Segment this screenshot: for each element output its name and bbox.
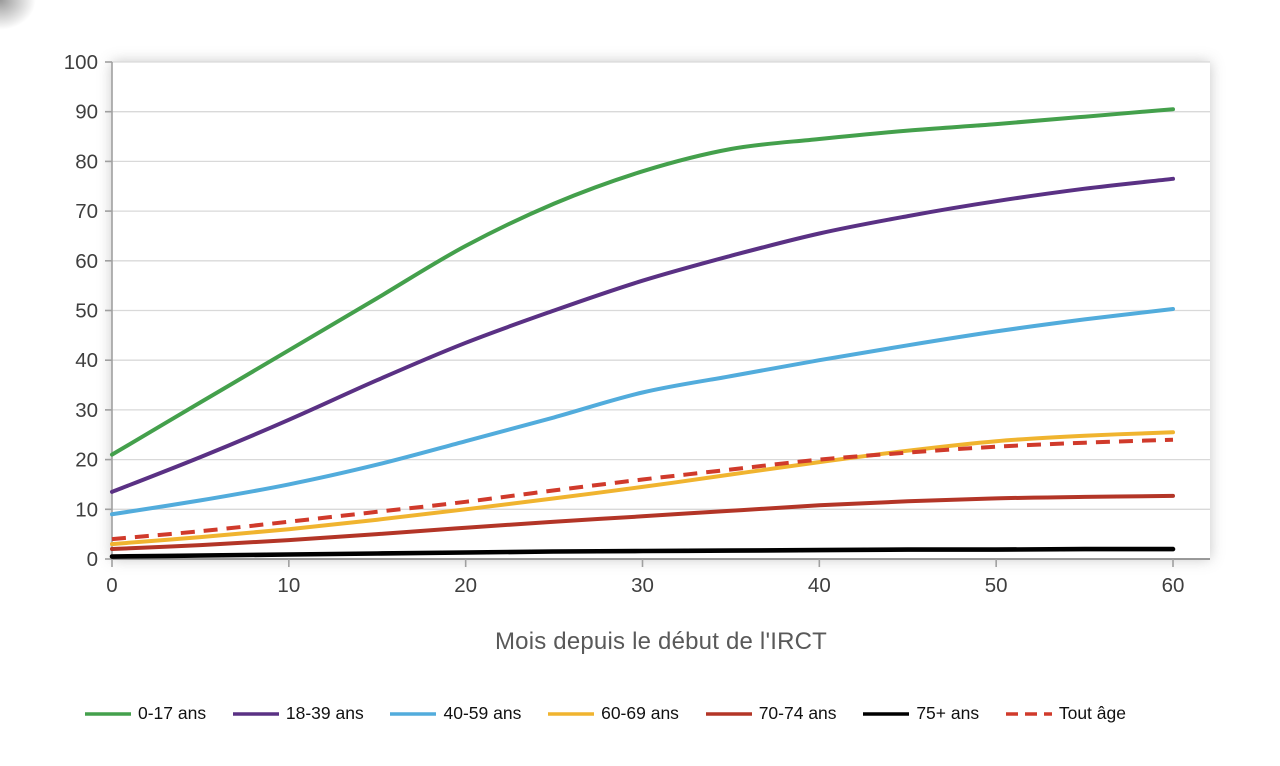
- x-tick-label: 20: [454, 574, 477, 597]
- legend-swatch-70-74-ans: [705, 711, 752, 716]
- legend: 0-17 ans 18-39 ans 40-59 ans 60-69 ans 70-74…: [84, 703, 1126, 724]
- y-tick-label: 50: [75, 300, 98, 323]
- series-line-75+-ans: [109, 546, 1176, 559]
- x-tick-label: 50: [985, 574, 1008, 597]
- legend-label-40-59-ans: 40-59 ans: [443, 703, 522, 723]
- series-line-70-74-ans: [110, 493, 1175, 552]
- legend-item-18-39-ans: 18-39 ans: [232, 703, 364, 724]
- legend-label-tout-ge: Tout âge: [1058, 703, 1126, 723]
- legend-item-70-74-ans: 70-74 ans: [705, 703, 837, 724]
- y-tick-label: 40: [75, 349, 98, 372]
- y-tick-label: 100: [64, 51, 98, 74]
- legend-swatch-40-59-ans: [390, 711, 437, 716]
- legend-label-70-74-ans: 70-74 ans: [758, 703, 837, 723]
- chart-canvas: 0 10 20 30 40 50 60 70 80 90 100 0 10 20 30 40 50 60: [64, 51, 1210, 597]
- series-line-tout-ge: [111, 437, 1174, 542]
- legend-swatch-tout-ge: [1005, 711, 1052, 716]
- legend-label-75+-ans: 75+ ans: [916, 703, 980, 723]
- y-tick-label: 20: [75, 449, 98, 472]
- series-line-0-17-ans: [110, 107, 1175, 457]
- y-tick-label: 0: [87, 548, 98, 571]
- y-tick-label: 70: [75, 200, 98, 223]
- legend-label-60-69-ans: 60-69 ans: [601, 703, 679, 723]
- legend-item-0-17-ans: 0-17 ans: [84, 703, 206, 724]
- legend-item-40-59-ans: 40-59 ans: [389, 703, 521, 724]
- y-tick-label: 60: [75, 250, 98, 273]
- legend-swatch-0-17-ans: [85, 711, 131, 716]
- legend-item-75+-ans: 75+ ans: [862, 703, 979, 724]
- x-tick-label: 30: [631, 574, 654, 597]
- series-line-18-39-ans: [110, 176, 1175, 494]
- legend-item-60-69-ans: 60-69 ans: [547, 703, 679, 724]
- y-tick-label: 80: [75, 150, 98, 173]
- legend-swatch-75+-ans: [863, 711, 910, 716]
- y-tick-label: 30: [75, 399, 98, 422]
- legend-swatch-60-69-ans: [548, 711, 595, 716]
- legend-swatch-18-39-ans: [232, 711, 279, 716]
- x-tick-label: 40: [808, 574, 831, 597]
- series-line-60-69-ans: [110, 430, 1175, 547]
- y-tick-label: 90: [75, 101, 98, 124]
- x-tick-label: 60: [1162, 574, 1185, 597]
- legend-item-tout-ge: Tout âge: [1005, 703, 1126, 724]
- series-line-40-59-ans: [110, 307, 1175, 517]
- y-tick-label: 10: [75, 498, 98, 521]
- legend-label-0-17-ans: 0-17 ans: [138, 703, 207, 723]
- x-tick-label: 10: [277, 574, 300, 597]
- x-tick-label: 0: [106, 574, 117, 597]
- x-axis-title: Mois depuis le début de l'IRCT: [494, 628, 828, 655]
- legend-label-18-39-ans: 18-39 ans: [285, 703, 364, 723]
